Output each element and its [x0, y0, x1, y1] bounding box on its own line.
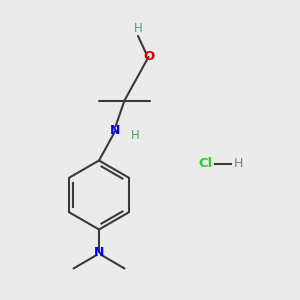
Text: N: N — [110, 124, 121, 137]
Text: N: N — [94, 245, 104, 259]
Text: H: H — [234, 157, 243, 170]
Text: H: H — [134, 22, 142, 35]
Text: H: H — [130, 128, 140, 142]
Text: O: O — [143, 50, 154, 64]
Text: Cl: Cl — [198, 157, 213, 170]
